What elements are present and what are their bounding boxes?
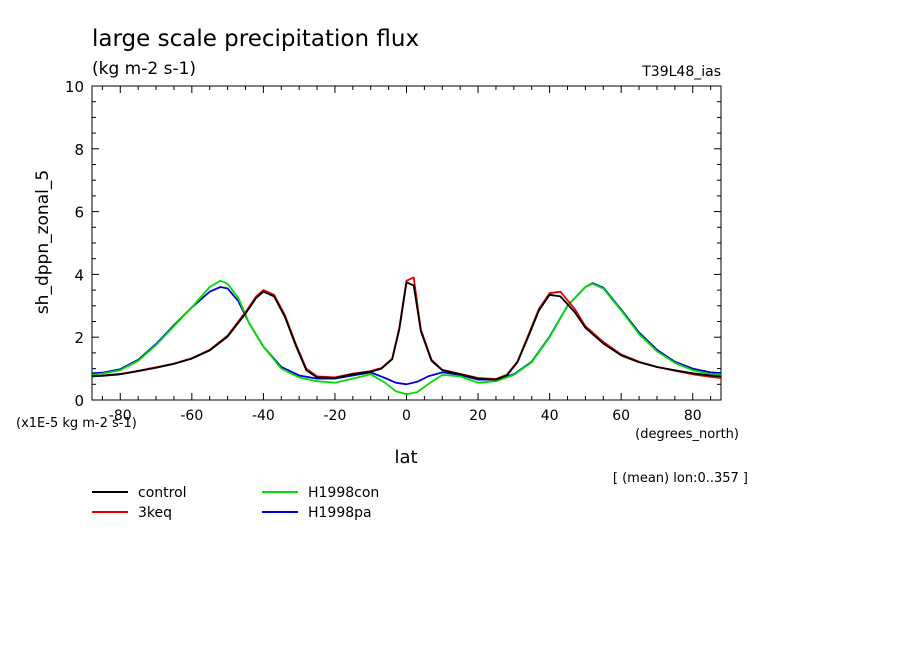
x-tick-label: -20	[324, 408, 347, 424]
y-tick-label: 0	[74, 392, 84, 410]
x-tick-label: 20	[469, 408, 487, 424]
y-tick-label: 8	[74, 141, 84, 159]
x-tick-label: 80	[684, 408, 702, 424]
x-tick-label: -40	[252, 408, 275, 424]
run-label: T39L48_ias	[641, 64, 721, 80]
x-tick-label: 40	[541, 408, 559, 424]
legend-label: H1998con	[308, 485, 379, 501]
series-line-control	[92, 281, 721, 381]
legend-label: H1998pa	[308, 505, 372, 521]
x-tick-label: -80	[109, 408, 132, 424]
series-line-H1998pa	[92, 282, 721, 386]
legend: control 3keq H1998con H1998pa	[92, 485, 379, 521]
series-line-H1998con	[92, 279, 721, 396]
y-tick-label: 2	[74, 329, 84, 347]
chart-title: large scale precipitation flux	[92, 26, 419, 52]
x-unit-note: (degrees_north)	[635, 427, 739, 442]
mean-note: [ (mean) lon:0..357 ]	[613, 471, 748, 486]
legend-label: control	[138, 485, 187, 501]
plot-frame	[91, 85, 722, 401]
plot-area: -80 -60 -40 -20 0 20 40 60 80 0 2 4 6 8 10	[65, 78, 722, 424]
x-tick-label: 60	[612, 408, 630, 424]
y-axis-label: sh_dppn_zonal_5	[33, 170, 53, 314]
y-tick-label: 4	[74, 266, 84, 284]
y-tick-label: 6	[74, 204, 84, 222]
x-tick-label: 0	[402, 408, 411, 424]
x-axis-label: lat	[394, 447, 417, 468]
chart-units: (kg m-2 s-1)	[92, 59, 196, 79]
series-line-3keq	[92, 276, 721, 380]
scale-note: (x1E-5 kg m-2 s-1)	[16, 416, 137, 431]
x-tick-label: -60	[180, 408, 203, 424]
legend-label: 3keq	[138, 505, 172, 521]
y-tick-label: 10	[65, 78, 84, 96]
